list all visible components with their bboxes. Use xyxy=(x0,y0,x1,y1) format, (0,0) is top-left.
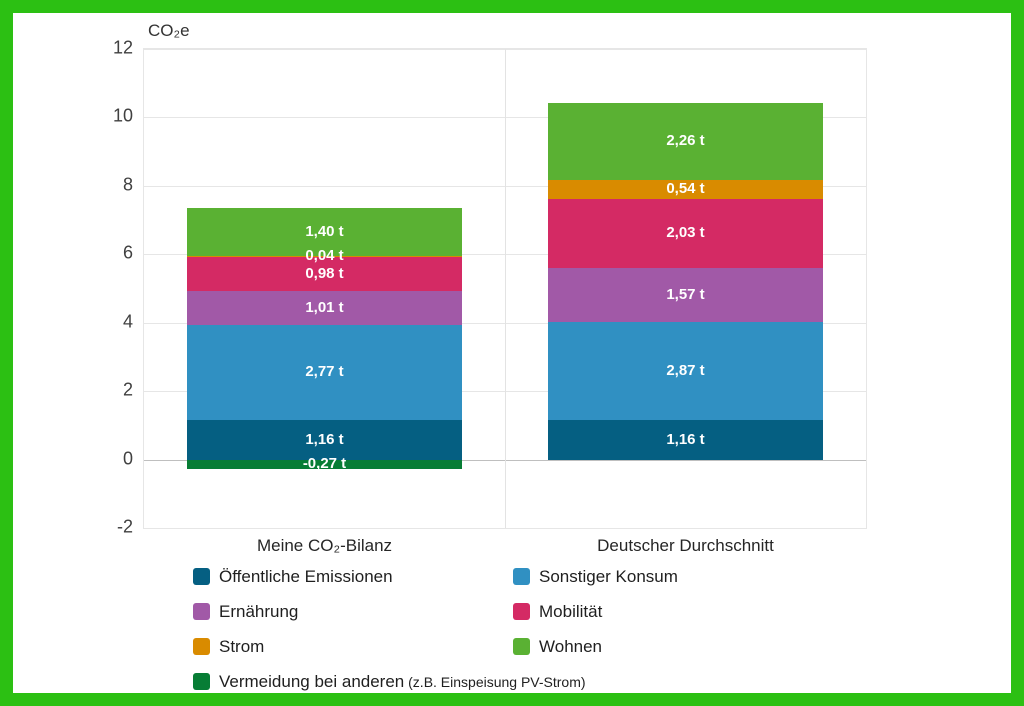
legend-swatch-sonstiger-konsum xyxy=(513,568,530,585)
legend-swatch-ernahrung xyxy=(193,603,210,620)
category-separator-line xyxy=(505,49,506,528)
legend-item-ernahrung: Ernährung xyxy=(193,600,513,623)
y-tick-label: -2 xyxy=(116,516,133,537)
bar-segment-offentliche-emissionen[interactable] xyxy=(187,419,462,460)
plot-area: Meine CO₂-Bilanz Deutscher Durchschnitt 1,… xyxy=(143,48,867,555)
bar-segment-mobilitat[interactable] xyxy=(187,257,462,291)
bar-segment-ernahrung[interactable] xyxy=(548,267,823,322)
legend-label: Ernährung xyxy=(219,601,299,621)
bar-segment-ernahrung[interactable] xyxy=(187,290,462,326)
y-tick-label: 6 xyxy=(122,242,133,263)
y-tick-label: 10 xyxy=(112,105,133,126)
legend-label: Strom xyxy=(219,636,265,656)
y-tick-label: 0 xyxy=(122,448,133,469)
legend-swatch-mobilitat xyxy=(513,603,530,620)
gridline xyxy=(144,528,866,529)
bar-segment-vermeidung-bei-anderen[interactable] xyxy=(187,459,462,469)
legend-item-sonstiger-konsum: Sonstiger Konsum xyxy=(513,565,678,588)
bar-segment-offentliche-emissionen[interactable] xyxy=(548,419,823,460)
legend-label: Öffentliche Emissionen xyxy=(219,566,393,586)
y-tick-label: 8 xyxy=(122,174,133,195)
legend-label: Wohnen xyxy=(539,636,603,656)
chart-panel: CO₂e 12 10 8 6 4 2 0 -2 Meine CO₂-Bilanz Deutsch… xyxy=(13,13,1011,693)
x-category-label-meine-co-bilanz: Meine CO₂-Bilanz xyxy=(256,536,393,555)
bar-segment-wohnen[interactable] xyxy=(187,207,462,256)
legend-item-wohnen: Wohnen xyxy=(513,635,678,658)
y-axis-title: CO₂e xyxy=(148,21,190,40)
bar-segment-wohnen[interactable] xyxy=(548,102,823,181)
bar-segment-sonstiger-konsum[interactable] xyxy=(187,325,462,420)
legend-label: Mobilität xyxy=(539,601,603,621)
legend-label-suffix: (z.B. Einspeisung PV-Strom) xyxy=(404,673,586,690)
legend-item-vermeidung-bei-anderen: Vermeidung bei anderen (z.B. Einspeisung… xyxy=(193,670,678,693)
legend-label: Vermeidung bei anderen (z.B. Einspeisung… xyxy=(219,671,586,691)
legend-item-mobilitat: Mobilität xyxy=(513,600,678,623)
bar-segment-strom[interactable] xyxy=(187,255,462,257)
legend-label: Sonstiger Konsum xyxy=(539,566,678,586)
legend-item-strom: Strom xyxy=(193,635,513,658)
bar-segment-sonstiger-konsum[interactable] xyxy=(548,321,823,420)
legend-swatch-offentliche-emissionen xyxy=(193,568,210,585)
x-category-label-deutscher-durchschnitt: Deutscher Durchschnitt xyxy=(597,536,774,555)
y-tick-label: 2 xyxy=(122,379,133,400)
legend-item-offentliche-emissionen: Öffentliche Emissionen xyxy=(193,565,513,588)
legend: Öffentliche Emissionen Sonstiger Konsum Er… xyxy=(193,565,678,693)
y-tick-label: 4 xyxy=(122,311,133,332)
legend-swatch-wohnen xyxy=(513,638,530,655)
legend-swatch-strom xyxy=(193,638,210,655)
legend-swatch-vermeidung-bei-anderen xyxy=(193,673,210,690)
y-axis: 12 10 8 6 4 2 0 -2 xyxy=(13,38,133,537)
bar-segment-strom[interactable] xyxy=(548,180,823,199)
bar-segment-mobilitat[interactable] xyxy=(548,198,823,268)
y-tick-label: 12 xyxy=(112,37,133,58)
